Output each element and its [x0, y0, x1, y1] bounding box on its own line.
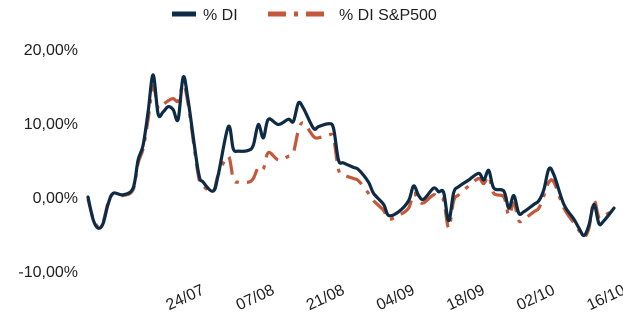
y-axis: 20,00% 10,00% 0,00% -10,00% [18, 42, 78, 281]
y-tick-label: -10,00% [18, 264, 78, 281]
y-tick-label: 0,00% [33, 190, 78, 207]
y-tick-label: 10,00% [24, 116, 78, 133]
plot-area [86, 73, 616, 239]
y-tick-label: 20,00% [24, 42, 78, 59]
x-tick-label: 21/08 [304, 282, 348, 314]
x-axis: 24/07 07/08 21/08 04/09 18/09 02/10 16/10 [164, 282, 623, 314]
x-tick-label: 02/10 [514, 282, 558, 314]
x-tick-label: 16/10 [584, 282, 623, 314]
legend-label-di: % DI [203, 7, 238, 24]
x-tick-label: 24/07 [164, 282, 208, 314]
x-tick-label: 07/08 [234, 282, 278, 314]
series-line-di-sp500 [86, 82, 615, 239]
x-tick-label: 18/09 [444, 282, 488, 314]
legend: % DI % DI S&P500 [172, 7, 437, 24]
x-tick-label: 04/09 [374, 282, 418, 314]
series-line-di [86, 73, 616, 238]
legend-label-di-sp500: % DI S&P500 [339, 7, 437, 24]
